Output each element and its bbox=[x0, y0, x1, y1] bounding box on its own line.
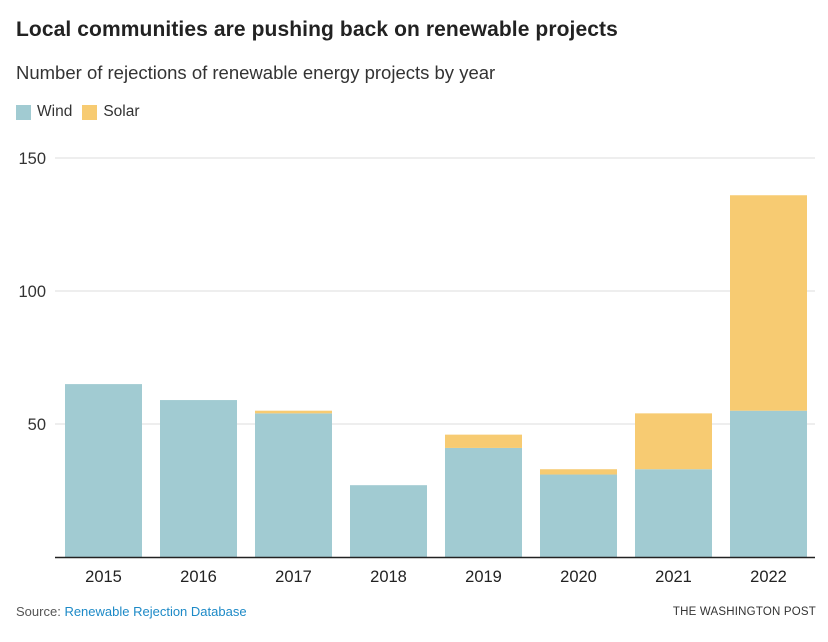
bar-wind-2019 bbox=[445, 447, 522, 557]
y-tick-label: 100 bbox=[18, 283, 46, 301]
legend-item-solar: Solar bbox=[82, 103, 140, 121]
x-tick-label: 2017 bbox=[275, 568, 312, 586]
y-tick-label: 50 bbox=[28, 416, 46, 434]
bar-solar-2020 bbox=[540, 469, 617, 475]
bar-wind-2022 bbox=[730, 410, 807, 557]
legend-label-wind: Wind bbox=[37, 103, 73, 120]
x-axis-ticks: 2015 2016 2017 2018 2019 2020 2021 2022 bbox=[85, 568, 787, 586]
legend-label-solar: Solar bbox=[103, 103, 140, 120]
legend-item-wind: Wind bbox=[16, 103, 72, 121]
bar-wind-2018 bbox=[350, 485, 427, 557]
x-tick-label: 2020 bbox=[560, 568, 597, 586]
bars bbox=[65, 195, 807, 557]
chart-title: Local communities are pushing back on re… bbox=[16, 18, 618, 41]
bar-wind-2017 bbox=[255, 413, 332, 557]
bar-wind-2015 bbox=[65, 384, 142, 557]
y-tick-label: 150 bbox=[18, 150, 46, 168]
gridlines bbox=[55, 157, 815, 425]
legend-swatch-wind bbox=[16, 104, 31, 120]
bar-solar-2021 bbox=[635, 413, 712, 470]
source-note: Source: Renewable Rejection Database bbox=[16, 604, 247, 619]
bar-solar-2017 bbox=[255, 410, 332, 414]
bar-wind-2020 bbox=[540, 474, 617, 557]
chart-subtitle: Number of rejections of renewable energy… bbox=[16, 62, 496, 83]
stacked-bar-chart: 50 100 150 2015 2016 2017 2018 2019 2020 2021 202… bbox=[18, 150, 815, 586]
bar-wind-2021 bbox=[635, 469, 712, 557]
bar-solar-2022 bbox=[730, 195, 807, 411]
x-tick-label: 2015 bbox=[85, 568, 122, 586]
legend-swatch-solar bbox=[82, 104, 98, 120]
x-tick-label: 2022 bbox=[750, 568, 787, 586]
source-link[interactable]: Renewable Rejection Database bbox=[64, 604, 247, 619]
bar-wind-2016 bbox=[160, 400, 237, 557]
x-tick-label: 2021 bbox=[655, 568, 692, 586]
y-axis-ticks: 50 100 150 bbox=[18, 150, 46, 434]
x-tick-label: 2019 bbox=[465, 568, 502, 586]
source-prefix: Source: bbox=[16, 604, 61, 619]
bar-solar-2019 bbox=[445, 434, 522, 448]
publisher-credit: THE WASHINGTON POST bbox=[672, 606, 816, 618]
legend: Wind Solar bbox=[16, 103, 150, 121]
x-tick-label: 2018 bbox=[370, 568, 407, 586]
x-tick-label: 2016 bbox=[180, 568, 217, 586]
